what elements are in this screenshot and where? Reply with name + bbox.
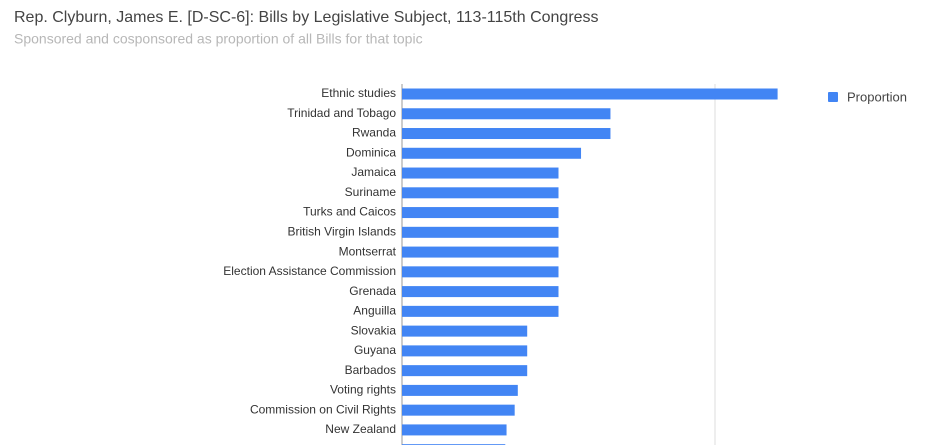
bar: [402, 187, 559, 199]
y-tick-label: Ethnic studies: [321, 86, 396, 100]
y-tick-label: Barbados: [345, 363, 396, 377]
bar: [402, 207, 559, 219]
bar: [402, 108, 611, 120]
bar: [402, 286, 559, 298]
chart-subtitle: Sponsored and cosponsored as proportion …: [14, 31, 423, 47]
bar: [402, 384, 518, 396]
y-tick-label: Grenada: [349, 284, 396, 298]
bar: [402, 167, 559, 179]
y-tick-label: Guyana: [354, 343, 396, 357]
y-tick-label: Rwanda: [352, 126, 396, 140]
y-tick-label: New Zealand: [325, 422, 396, 436]
bar: [402, 325, 528, 337]
y-tick-label: Slovakia: [351, 323, 397, 337]
bar: [402, 88, 778, 100]
bar: [402, 226, 559, 238]
y-tick-label: Anguilla: [353, 304, 396, 318]
chart-title: Rep. Clyburn, James E. [D-SC-6]: Bills b…: [14, 9, 599, 26]
y-tick-label: Montserrat: [339, 244, 397, 258]
legend-label: Proportion: [847, 89, 907, 104]
y-tick-label: Trinidad and Tobago: [287, 106, 396, 120]
y-tick-label: Dominica: [346, 145, 396, 159]
y-tick-label: British Virgin Islands: [288, 224, 397, 238]
bar: [402, 266, 559, 278]
bar: [402, 147, 582, 159]
bar: [402, 424, 507, 436]
y-tick-label: Jamaica: [351, 165, 396, 179]
bar: [402, 345, 528, 357]
bar: [402, 128, 611, 140]
y-tick-label: Commission on Civil Rights: [250, 402, 396, 416]
bar: [402, 305, 559, 317]
y-tick-label: Voting rights: [330, 383, 396, 397]
y-tick-label: Election Assistance Commission: [223, 264, 396, 278]
bar: [402, 365, 528, 377]
bar: [402, 246, 559, 258]
y-tick-label: Turks and Caicos: [303, 205, 396, 219]
y-tick-label: Suriname: [345, 185, 397, 199]
bar: [402, 404, 515, 416]
legend-swatch: [828, 92, 838, 102]
